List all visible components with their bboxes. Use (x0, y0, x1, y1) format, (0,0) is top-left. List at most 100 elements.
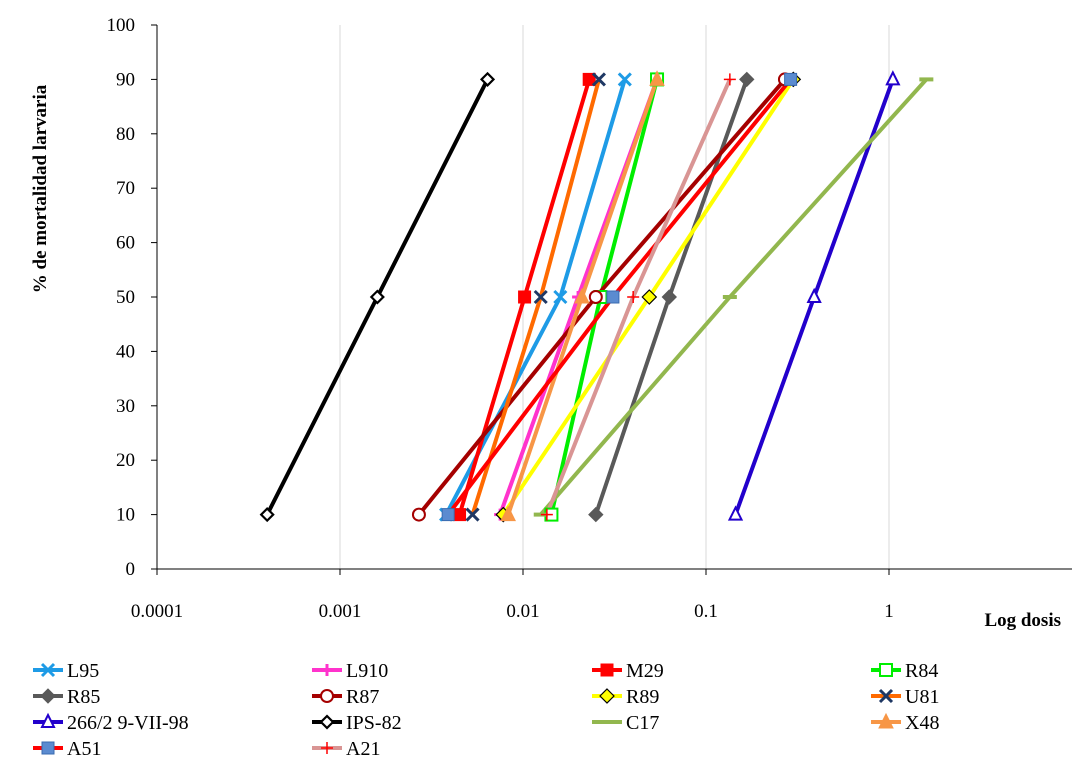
legend-label: C17 (626, 712, 659, 734)
y-tick-label: 90 (116, 69, 135, 90)
legend-label: L910 (346, 660, 388, 682)
series-markers (540, 73, 736, 521)
data-point (879, 663, 893, 677)
data-point (319, 714, 335, 730)
data-point (600, 663, 614, 677)
data-point (885, 70, 901, 86)
legend-item: L910 (312, 660, 388, 682)
data-point (40, 662, 56, 678)
data-point (588, 290, 603, 304)
data-point (606, 290, 620, 304)
legend-item: R84 (871, 660, 938, 682)
series-markers (465, 72, 607, 522)
data-point (479, 71, 496, 87)
data-point (321, 742, 333, 754)
legend-label: U81 (905, 686, 939, 708)
data-point (533, 289, 548, 305)
data-point (40, 712, 56, 728)
data-point (739, 71, 755, 88)
data-point (641, 289, 658, 305)
series (259, 70, 934, 523)
x-tick-label: 0.001 (319, 601, 362, 622)
y-axis-title: % de mortalidad larvaria (30, 84, 51, 293)
legend-label: 266/2 9-VII-98 (67, 712, 189, 734)
y-tick-label: 50 (116, 287, 135, 308)
y-tick-label: 80 (116, 124, 135, 145)
legend-item: U81 (871, 686, 939, 708)
legend-label: L95 (67, 660, 99, 682)
legend-item: R85 (33, 686, 100, 708)
legend-label: A51 (67, 738, 101, 760)
legend-label: A21 (346, 738, 380, 760)
series-markers (588, 71, 755, 523)
data-point (574, 287, 590, 304)
data-point (411, 507, 426, 522)
legend-item: R89 (592, 686, 659, 708)
series-markers (441, 72, 798, 522)
data-point (553, 289, 568, 305)
data-point (591, 72, 607, 87)
x-tick-label: 0.01 (506, 601, 539, 622)
legend-label: IPS-82 (346, 712, 402, 734)
legend-item: A51 (33, 738, 101, 760)
series-markers (500, 70, 665, 522)
y-tick-label: 100 (107, 15, 136, 36)
legend-item: IPS-82 (312, 712, 402, 734)
legend-item: L95 (33, 660, 99, 682)
data-point (465, 507, 480, 522)
data-point (453, 508, 467, 522)
y-tick-label: 30 (116, 396, 135, 417)
data-point (627, 291, 640, 303)
data-point (321, 664, 333, 676)
data-point (369, 289, 385, 305)
data-point (518, 290, 532, 304)
data-point (40, 688, 56, 704)
series-markers (727, 70, 901, 521)
series-markers (453, 72, 596, 522)
x-tick-label: 1 (884, 601, 894, 622)
data-point (649, 70, 665, 86)
grid (339, 25, 890, 569)
y-tick-label: 70 (116, 178, 135, 199)
data-point (259, 507, 275, 523)
data-point (878, 712, 894, 729)
x-tick-label: 0.0001 (131, 601, 183, 622)
y-tick-label: 10 (116, 505, 135, 526)
data-point (41, 741, 55, 755)
legend-label: R87 (346, 686, 379, 708)
data-point (320, 689, 334, 703)
y-tick-label: 0 (126, 559, 136, 580)
legend-label: R89 (626, 686, 659, 708)
data-point (727, 505, 744, 521)
data-point (500, 505, 517, 522)
legend-item: R87 (312, 686, 379, 708)
data-point (599, 688, 615, 704)
legend-label: R85 (67, 686, 100, 708)
x-tick-label: 0.1 (694, 601, 718, 622)
legend-item: X48 (871, 712, 939, 734)
data-point (806, 287, 822, 303)
y-tick-label: 40 (116, 341, 135, 362)
legend-item: A21 (312, 738, 380, 760)
series-markers (259, 71, 496, 523)
legend-item: M29 (592, 660, 664, 682)
data-point (878, 688, 894, 704)
data-point (441, 508, 455, 522)
legend-item: C17 (592, 712, 659, 734)
legend-label: R84 (905, 660, 938, 682)
data-point (540, 508, 553, 521)
legend: L95 L910 M29 R84 R85 R87 R89 U81 266/2 9-VII-98 I… (33, 660, 939, 760)
ticks: 0.0001 0.001 0.01 0.1 1010203040506070809010… (107, 15, 894, 622)
y-tick-label: 20 (116, 450, 135, 471)
data-point (723, 73, 736, 86)
data-point (661, 289, 677, 305)
x-axis-title: Log dosis (984, 610, 1061, 631)
data-point (617, 72, 632, 87)
data-point (588, 506, 604, 523)
legend-label: X48 (905, 712, 939, 734)
legend-label: M29 (626, 660, 664, 682)
legend-item: 266/2 9-VII-98 (33, 712, 189, 734)
data-point (582, 72, 596, 86)
y-tick-label: 60 (116, 233, 135, 254)
